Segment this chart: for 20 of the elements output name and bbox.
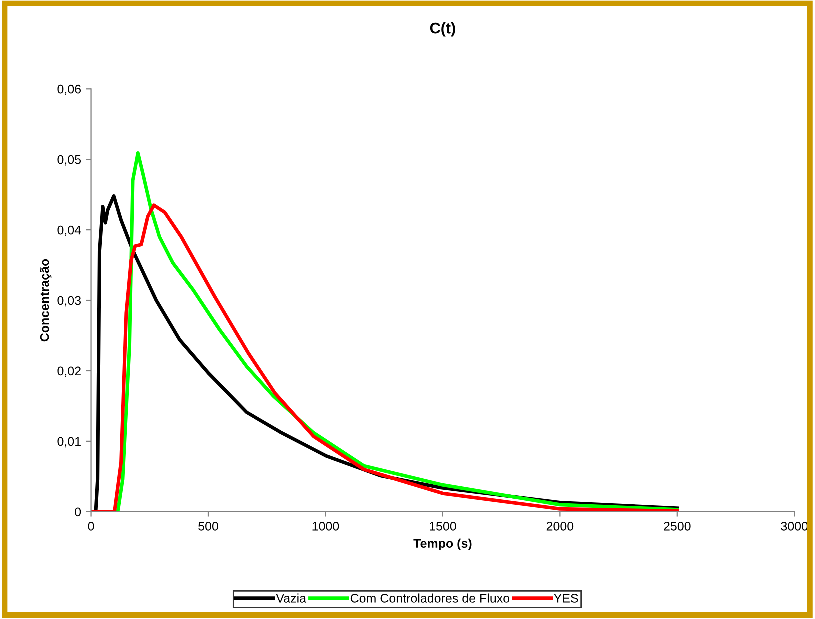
y-tick-label: 0,05 <box>58 155 82 166</box>
x-tick-label: 0 <box>88 522 94 531</box>
x-tick-label: 1500 <box>430 522 456 531</box>
y-tick-label: 0,03 <box>58 296 82 307</box>
x-tick-label: 3000 <box>781 522 808 531</box>
legend-label: Vazia <box>276 594 307 603</box>
chart-title: C(t) <box>430 22 456 37</box>
x-tick-label: 2000 <box>546 522 574 531</box>
x-tick-label: 1000 <box>312 522 340 531</box>
x-tick-label: 2500 <box>664 522 691 531</box>
y-tick-label: 0,06 <box>58 84 82 96</box>
y-tick-label: 0,04 <box>58 226 82 236</box>
y-tick-label: 0,01 <box>58 437 81 448</box>
legend-label: YES <box>554 594 578 603</box>
y-axis-title: Concentração <box>40 259 52 342</box>
legend-label: Com Controladores de Fluxo <box>350 594 510 603</box>
y-tick-label: 0 <box>75 508 82 517</box>
x-axis-title: Tempo (s) <box>414 538 472 550</box>
y-tick-label: 0,02 <box>58 366 81 378</box>
x-tick-label: 500 <box>198 522 218 531</box>
